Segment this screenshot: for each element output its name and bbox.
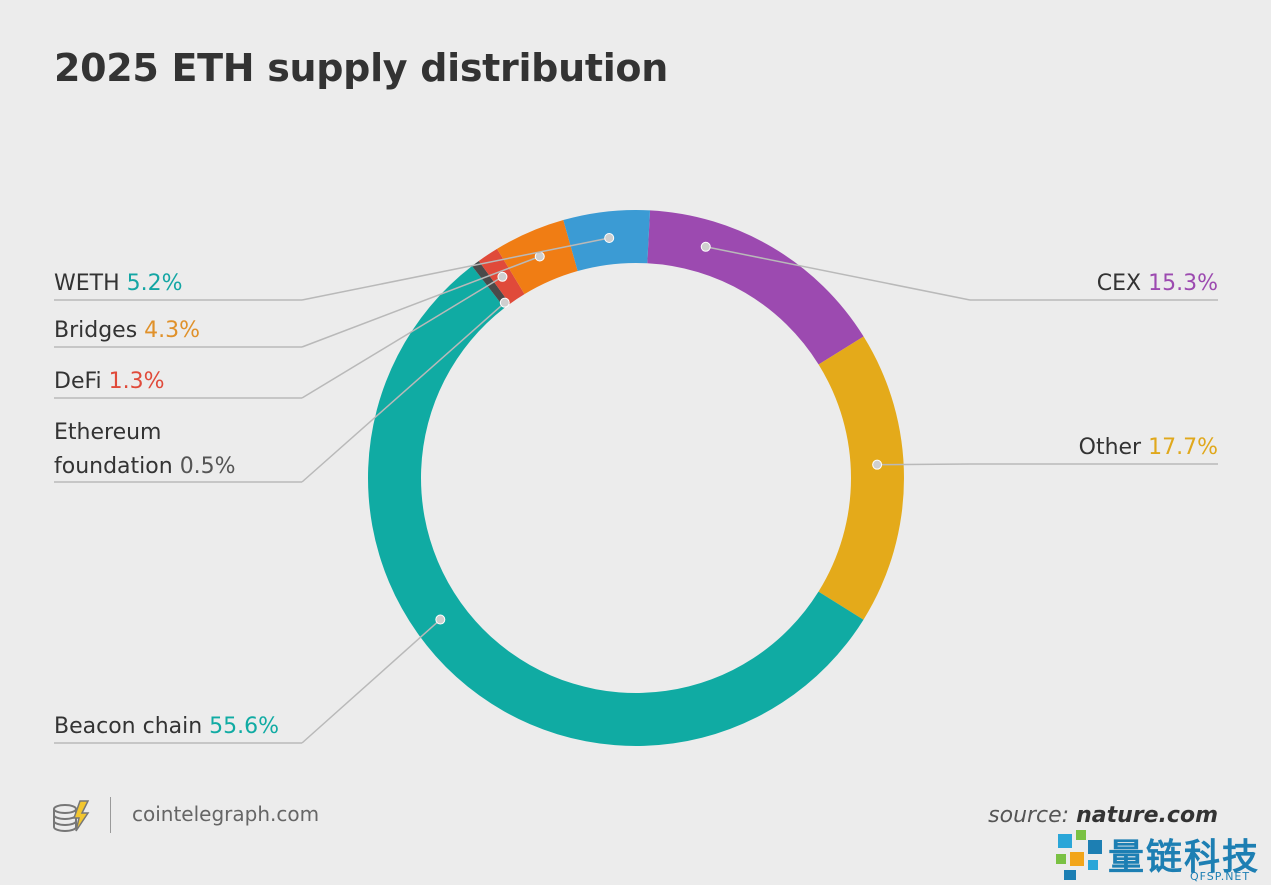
leader-defi bbox=[301, 276, 503, 399]
brand-link[interactable]: cointelegraph.com bbox=[132, 802, 320, 826]
dot-beacon-chain bbox=[435, 614, 446, 625]
label-ethereum-foundation: foundation 0.5% bbox=[54, 454, 236, 479]
source-label: source: bbox=[988, 803, 1070, 828]
footer-divider bbox=[110, 797, 111, 833]
watermark: 量链科技 QFSP.NET bbox=[1050, 826, 1271, 885]
source-site[interactable]: nature.com bbox=[1076, 803, 1218, 828]
label-ethereum-foundation-line1: Ethereum bbox=[54, 420, 161, 445]
slice-cex bbox=[647, 210, 864, 365]
value-weth: 5.2% bbox=[127, 271, 183, 296]
page-title: 2025 ETH supply distribution bbox=[54, 46, 668, 90]
value-defi: 1.3% bbox=[109, 369, 165, 394]
label-other: Other 17.7% bbox=[1079, 435, 1218, 460]
label-beacon-chain: Beacon chain 55.6% bbox=[54, 714, 279, 739]
dot-ethereum-foundation bbox=[499, 297, 510, 308]
leader-beacon-chain bbox=[301, 618, 441, 744]
dot-weth bbox=[604, 232, 615, 243]
value-ethereum-foundation: 0.5% bbox=[180, 454, 236, 479]
slice-beacon-chain bbox=[367, 266, 864, 747]
watermark-logo-icon bbox=[1056, 830, 1102, 880]
label-weth: WETH 5.2% bbox=[54, 271, 183, 296]
value-other: 17.7% bbox=[1148, 435, 1218, 460]
watermark-text: 量链科技 bbox=[1108, 837, 1261, 878]
dot-cex bbox=[700, 241, 711, 252]
leader-other bbox=[877, 463, 971, 466]
label-bridges: Bridges 4.3% bbox=[54, 318, 200, 343]
donut-slices bbox=[367, 210, 904, 747]
value-cex: 15.3% bbox=[1148, 271, 1218, 296]
slice-labels: CEX 15.3% Other 17.7% Beacon chain 55.6% Et… bbox=[54, 271, 1218, 739]
value-bridges: 4.3% bbox=[144, 318, 200, 343]
label-defi: DeFi 1.3% bbox=[54, 369, 165, 394]
dot-defi bbox=[497, 271, 508, 282]
leader-bridges bbox=[301, 255, 541, 348]
label-cex: CEX 15.3% bbox=[1097, 271, 1218, 296]
leader-lines bbox=[54, 232, 1218, 744]
leader-ethereum-foundation bbox=[301, 302, 506, 483]
watermark-subtext: QFSP.NET bbox=[1190, 870, 1251, 883]
dot-other bbox=[872, 459, 883, 470]
value-beacon-chain: 55.6% bbox=[209, 714, 279, 739]
cointelegraph-logo-icon bbox=[53, 800, 90, 833]
source-credit: source: nature.com bbox=[988, 803, 1218, 828]
leader-cex bbox=[705, 246, 971, 301]
leader-weth bbox=[301, 237, 610, 301]
slice-other bbox=[818, 336, 904, 620]
